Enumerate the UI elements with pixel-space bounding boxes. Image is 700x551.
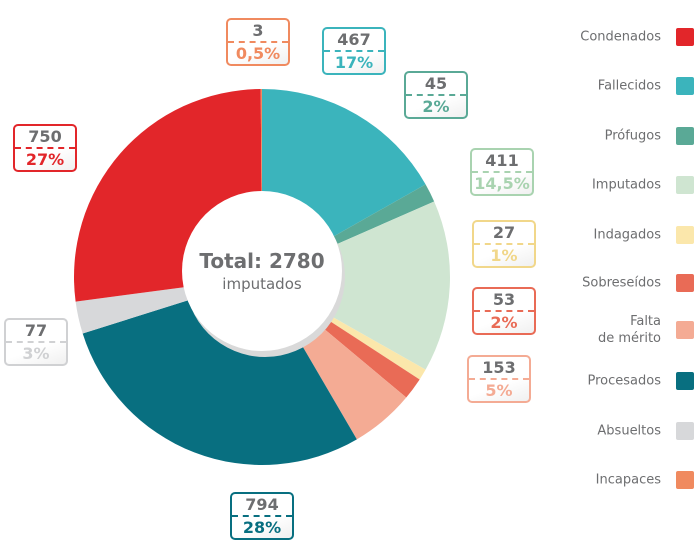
legend-item: Condenados [540,27,697,47]
percent-label: 2% [490,313,518,332]
legend-label: Sobreseídos [582,275,661,291]
data-label: 3 0,5% [226,18,290,66]
data-label: 750 27% [13,124,77,172]
legend-label: Fallecidos [597,78,661,94]
legend-item: Absueltos [540,421,697,441]
legend-swatch [676,226,694,244]
data-label: 77 3% [4,318,68,366]
legend-swatch [676,321,694,339]
percent-label: 1% [490,246,518,265]
value-label: 77 [6,320,66,343]
data-label: 467 17% [322,27,386,75]
data-label: 153 5% [467,355,531,403]
legend-label: Prófugos [604,128,661,144]
legend-swatch [676,471,694,489]
legend-swatch [676,28,694,46]
percent-label: 3% [22,344,50,363]
value-label: 411 [472,150,532,173]
data-label: 53 2% [472,287,536,335]
value-label: 750 [15,126,75,149]
legend-item: Sobreseídos [540,273,697,293]
chart-subtitle: imputados [222,275,302,293]
legend-item: Indagados [540,225,697,245]
percent-label: 27% [25,150,65,169]
value-label: 3 [228,20,288,43]
legend-item: Prófugos [540,126,697,146]
legend-label: Imputados [591,177,661,193]
value-label: 45 [406,73,466,96]
value-label: 27 [474,222,534,245]
chart-title: Total: 2780 [199,249,325,273]
legend-label: Condenados [580,29,661,45]
legend-item: Procesados [540,371,697,391]
legend-label: Indagados [593,227,662,243]
legend-item: Fallecidos [540,76,697,96]
legend-swatch [676,176,694,194]
value-label: 794 [232,494,292,517]
value-label: 53 [474,289,534,312]
percent-label: 0,5% [235,44,281,63]
legend-swatch [676,77,694,95]
legend-swatch [676,127,694,145]
percent-label: 5% [485,381,513,400]
value-label: 153 [469,357,529,380]
total-center: Total: 2780 imputados [182,191,342,351]
data-label: 794 28% [230,492,294,540]
data-label: 27 1% [472,220,536,268]
percent-label: 14,5% [474,174,530,193]
data-label: 45 2% [404,71,468,119]
data-label: 411 14,5% [470,148,534,196]
legend-label: Procesados [587,373,662,389]
legend-swatch [676,274,694,292]
slice-imputados [262,201,450,370]
legend-label: Incapaces [595,472,661,488]
percent-label: 28% [242,518,282,537]
legend-item: Imputados [540,175,697,195]
percent-label: 2% [422,97,450,116]
value-label: 467 [324,29,384,52]
percent-label: 17% [334,53,374,72]
legend-swatch [676,372,694,390]
legend-item: Falta de mérito [540,314,697,346]
legend-label: Falta de mérito [597,314,661,346]
legend-swatch [676,422,694,440]
legend-label: Absueltos [597,423,661,439]
legend-item: Incapaces [540,470,697,490]
